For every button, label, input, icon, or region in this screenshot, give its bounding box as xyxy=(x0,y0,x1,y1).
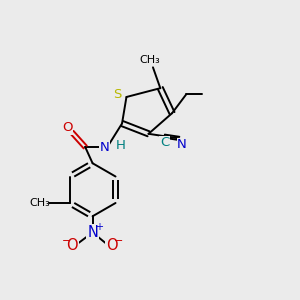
Text: +: + xyxy=(95,222,103,232)
Text: O: O xyxy=(66,238,78,253)
Text: N: N xyxy=(100,141,110,154)
Text: C: C xyxy=(160,136,169,149)
Text: O: O xyxy=(62,122,73,134)
Text: −: − xyxy=(113,236,123,246)
Text: CH₃: CH₃ xyxy=(30,198,51,208)
Text: −: − xyxy=(61,236,71,246)
Text: N: N xyxy=(87,225,98,240)
Text: S: S xyxy=(113,88,121,101)
Text: CH₃: CH₃ xyxy=(140,55,160,65)
Text: H: H xyxy=(116,139,125,152)
Text: N: N xyxy=(177,138,187,152)
Text: O: O xyxy=(106,238,118,253)
